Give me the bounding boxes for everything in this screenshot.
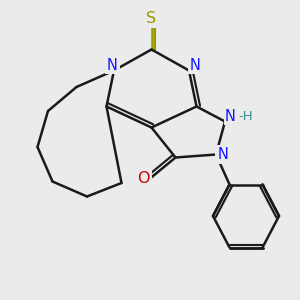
Text: S: S — [146, 11, 157, 26]
Text: -H: -H — [239, 110, 253, 123]
Text: N: N — [217, 147, 228, 162]
Text: O: O — [137, 171, 150, 186]
Text: N: N — [107, 58, 118, 73]
Text: N: N — [225, 109, 236, 124]
Text: N: N — [190, 58, 200, 73]
